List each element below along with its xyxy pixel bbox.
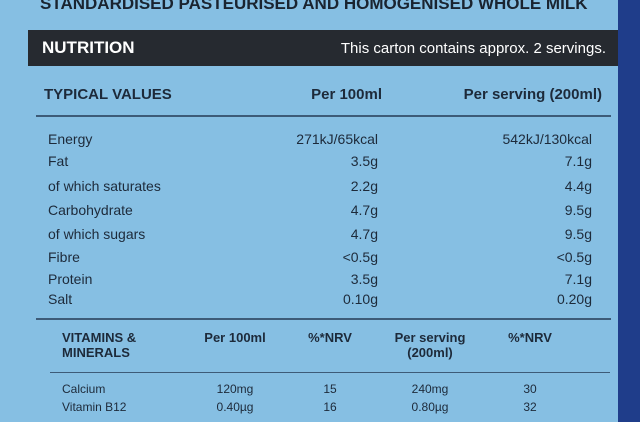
product-description: STANDARDISED PASTEURISED AND HOMOGENISED… bbox=[40, 0, 588, 13]
nutrient-name: of which sugars bbox=[48, 226, 146, 242]
nutrient-value: 2.2g bbox=[350, 178, 378, 194]
vitamin-name: Vitamin B12 bbox=[62, 400, 127, 414]
nutrient-value: 9.5g bbox=[564, 226, 592, 242]
nutrient-value: 0.10g bbox=[342, 291, 378, 307]
table-header: Per serving (200ml) bbox=[394, 330, 466, 360]
table-header: Per 100ml bbox=[311, 86, 382, 103]
rule bbox=[36, 115, 611, 117]
nutrient-value: 4.7g bbox=[350, 226, 378, 242]
banner-note: This carton contains approx. 2 servings. bbox=[340, 40, 606, 57]
vitamin-value: 0.80µg bbox=[411, 400, 449, 414]
nutrient-name: Protein bbox=[48, 271, 93, 287]
vitamin-value: 240mg bbox=[411, 382, 449, 396]
vitamin-value: 32 bbox=[523, 400, 537, 414]
vitamin-value: 16 bbox=[323, 400, 337, 414]
nutrient-value: 4.4g bbox=[564, 178, 592, 194]
table-header: Per 100ml bbox=[204, 330, 266, 345]
nutrient-value: <0.5g bbox=[342, 249, 378, 265]
nutrient-value: 3.5g bbox=[350, 271, 378, 287]
nutrient-value: 7.1g bbox=[564, 153, 592, 169]
nutrient-name: Energy bbox=[48, 131, 93, 147]
vitamin-value: 120mg bbox=[216, 382, 254, 396]
vitamin-name: Calcium bbox=[62, 382, 106, 396]
nutrient-value: 271kJ/65kcal bbox=[296, 131, 378, 147]
table-header: %*NRV bbox=[308, 330, 352, 345]
carton-edge bbox=[618, 0, 640, 422]
vitamin-value: 0.40µg bbox=[216, 400, 254, 414]
nutrient-value: 4.7g bbox=[350, 202, 378, 218]
nutrient-value: 7.1g bbox=[564, 271, 592, 287]
nutrient-value: 3.5g bbox=[350, 153, 378, 169]
nutrient-value: 0.20g bbox=[556, 291, 592, 307]
table-header: %*NRV bbox=[508, 330, 552, 345]
nutrient-name: of which saturates bbox=[48, 178, 161, 194]
nutrient-name: Fibre bbox=[48, 249, 80, 265]
nutrient-value: 9.5g bbox=[564, 202, 592, 218]
rule bbox=[50, 372, 610, 373]
rule bbox=[36, 318, 611, 320]
table-header: VITAMINS & MINERALS bbox=[62, 330, 137, 360]
nutrient-name: Carbohydrate bbox=[48, 202, 133, 218]
nutrient-value: 542kJ/130kcal bbox=[502, 131, 592, 147]
vitamin-value: 15 bbox=[323, 382, 337, 396]
table-header: TYPICAL VALUES bbox=[44, 86, 172, 103]
nutrient-value: <0.5g bbox=[556, 249, 592, 265]
nutrient-name: Salt bbox=[48, 291, 73, 307]
banner-title: NUTRITION bbox=[42, 38, 135, 57]
nutrient-name: Fat bbox=[48, 153, 69, 169]
vitamin-value: 30 bbox=[523, 382, 537, 396]
nutrition-banner: NUTRITION This carton contains approx. 2… bbox=[28, 30, 618, 66]
table-header: Per serving (200ml) bbox=[463, 86, 602, 103]
